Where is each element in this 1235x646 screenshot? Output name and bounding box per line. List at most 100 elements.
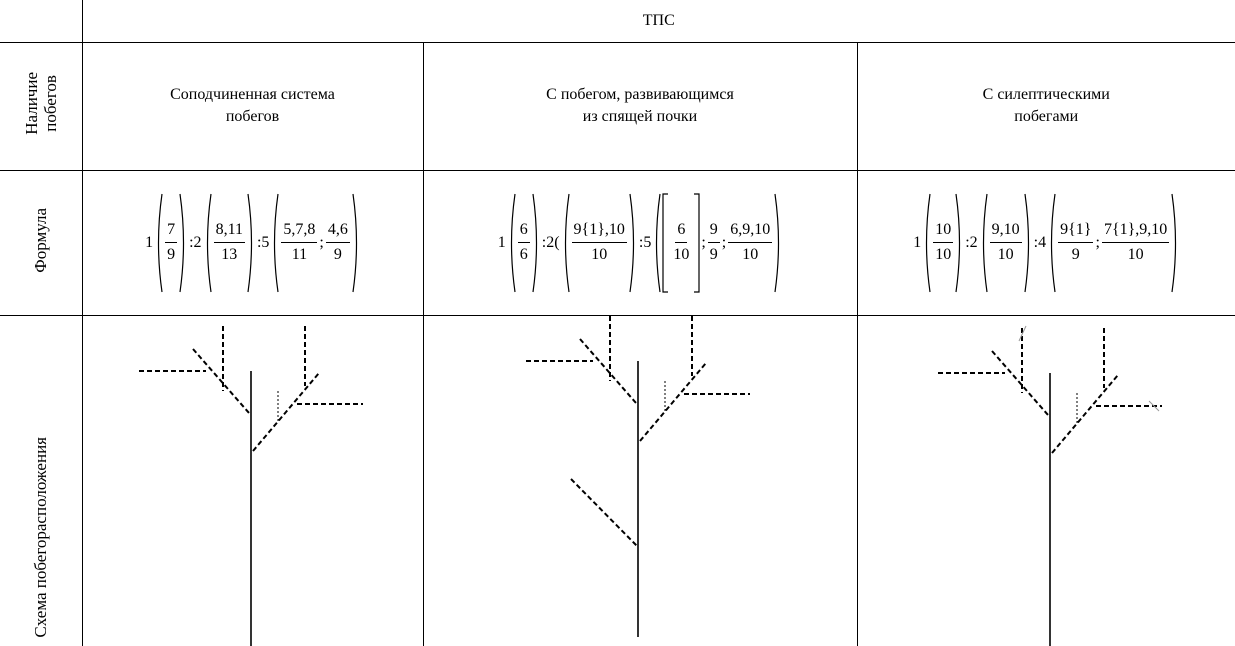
- formula-lead: :5: [638, 233, 652, 251]
- scheme-cell: [422, 314, 858, 646]
- numerator: 6: [675, 221, 688, 243]
- bracket: [955, 193, 963, 293]
- numerator: 9{1},10: [571, 221, 627, 243]
- numerator: 7: [165, 221, 178, 243]
- bracket: [661, 193, 669, 293]
- fraction: 10 10: [933, 193, 954, 293]
- corner-cell: [0, 0, 83, 43]
- separator: ;: [1095, 233, 1100, 251]
- group-header: ТПС: [81, 0, 1235, 43]
- row-label-line: Схема побегорасположения: [31, 436, 51, 638]
- denominator: 10: [673, 246, 690, 263]
- bracket: [155, 193, 163, 293]
- formula: 1 6 6:2(9{1},10 10:5 6 10; 9 9; 6,9,10 10: [424, 193, 857, 293]
- denominator: 10: [591, 246, 608, 263]
- denominator: 9: [709, 246, 718, 263]
- numerator: 7{1},9,10: [1101, 221, 1170, 243]
- fraction: 4,6 9: [325, 193, 350, 293]
- type-cell: Соподчиненная система побегов: [81, 41, 424, 171]
- formula-group: 5,7,8 11; 4,6 9: [271, 193, 359, 293]
- fraction: 6 10: [671, 193, 691, 293]
- separator: ;: [701, 233, 706, 251]
- formula-group: 10 10: [923, 193, 963, 293]
- formula-group: 9{1},10 10: [562, 193, 637, 293]
- formula-group: 9,10 10: [980, 193, 1032, 293]
- numerator: 9,10: [989, 221, 1022, 243]
- fraction: 9{1} 9: [1058, 193, 1094, 293]
- bracket: [204, 193, 212, 293]
- denominator: 13: [221, 246, 238, 263]
- bracket: [271, 193, 279, 293]
- formula-lead: :4: [1033, 233, 1047, 251]
- formula-cell: 1 6 6:2(9{1},10 10:5 6 10; 9 9; 6,9,10 10: [422, 169, 858, 316]
- denominator: 11: [291, 246, 308, 263]
- numerator: 9{1}: [1058, 221, 1094, 243]
- formula: 1 10 10:2 9,10 10:4 9{1} 9; 7{1},9,10 10: [858, 193, 1235, 293]
- type-line: С побегом, развивающимся: [546, 86, 734, 103]
- numerator: 10: [933, 221, 954, 243]
- scheme-cell: [81, 314, 424, 646]
- row-label-cell: Наличие побегов: [0, 41, 83, 171]
- numerator: 4,6: [325, 221, 350, 243]
- denominator: 10: [742, 246, 759, 263]
- bracket: [179, 193, 187, 293]
- dormant-shoot: [569, 477, 638, 547]
- fraction: 9,10 10: [989, 193, 1022, 293]
- formula-lead: 1: [497, 233, 506, 251]
- type-line: С силептическими: [982, 86, 1110, 103]
- numerator: 8,11: [213, 221, 245, 243]
- square-group: 6 10: [661, 193, 701, 293]
- numerator: 6: [517, 221, 530, 243]
- separator: ;: [319, 233, 324, 251]
- sylleptic-shoot: [1148, 400, 1159, 411]
- formula-lead: :2: [189, 233, 202, 251]
- bracket: [532, 193, 540, 293]
- bracket: [1171, 193, 1179, 293]
- row-label-cell: Формула: [0, 169, 83, 316]
- type-line: побегов: [225, 108, 280, 125]
- bracket: [1048, 193, 1056, 293]
- fraction: 5,7,8 11: [281, 193, 318, 293]
- formula-lead: 1: [913, 233, 922, 251]
- separator: ;: [721, 233, 727, 251]
- bracket: [629, 193, 637, 293]
- sylleptic-shoot: [1018, 325, 1026, 341]
- scheme: [524, 315, 751, 638]
- tree-diagram: [936, 326, 1163, 646]
- row-label: Схема побегорасположения: [31, 437, 50, 638]
- type-line: Соподчиненная система: [170, 86, 335, 103]
- fraction: 7{1},9,10 10: [1101, 193, 1170, 293]
- formula-lead: :2(: [541, 233, 560, 251]
- bracket: [352, 193, 360, 293]
- fraction: 6,9,10 10: [728, 193, 773, 293]
- formula-lead: 1: [145, 233, 154, 251]
- bracket: [247, 193, 255, 293]
- bracket: [923, 193, 931, 293]
- row-label: Формула: [31, 208, 50, 273]
- bracket: [774, 193, 782, 293]
- numerator: 5,7,8: [281, 221, 318, 243]
- numerator: 9: [707, 221, 720, 243]
- formula: 1 7 9 :2 8,11 13 :5 5,7,8 11; 4,6 9: [83, 193, 423, 293]
- formula-group: 6 10; 9 9; 6,9,10 10: [653, 193, 782, 293]
- bracket: [1024, 193, 1032, 293]
- row-label-line: Наличие: [21, 72, 41, 135]
- bracket: [693, 193, 701, 293]
- bracket: [562, 193, 570, 293]
- type-cell: С побегом, развивающимся из спящей почки: [422, 41, 858, 171]
- type-line: из спящей почки: [582, 108, 698, 125]
- formula-lead: :2: [965, 233, 978, 251]
- fraction: 8,11 13: [213, 193, 245, 293]
- scheme: [936, 325, 1163, 646]
- scheme-cell: [856, 314, 1235, 646]
- scheme: [137, 324, 364, 646]
- formula-lead: :5: [256, 233, 270, 251]
- numerator: 6,9,10: [728, 221, 773, 243]
- denominator: 10: [1127, 246, 1144, 263]
